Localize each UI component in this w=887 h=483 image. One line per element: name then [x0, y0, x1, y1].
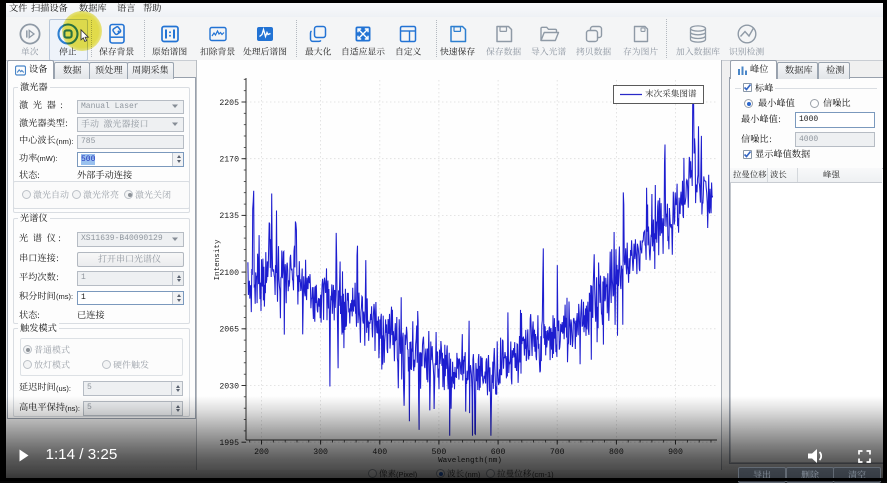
- svg-text:2030: 2030: [219, 382, 239, 391]
- svg-text:2135: 2135: [219, 212, 239, 221]
- svg-text:2065: 2065: [219, 326, 239, 335]
- svg-text:Intensity: Intensity: [214, 239, 222, 280]
- svg-text:2170: 2170: [219, 156, 239, 165]
- svg-text:2100: 2100: [219, 269, 239, 278]
- svg-text:2205: 2205: [219, 99, 239, 108]
